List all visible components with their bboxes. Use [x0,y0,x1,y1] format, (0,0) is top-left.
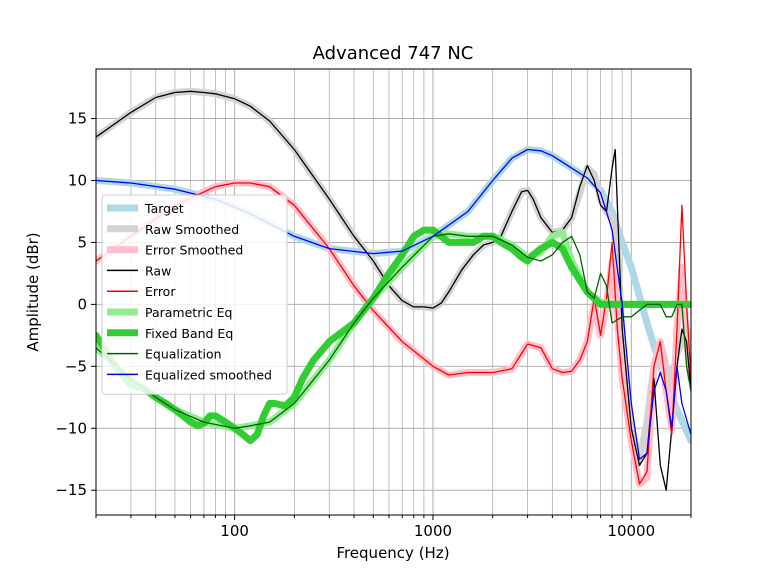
series-line-equalized-smoothed [96,148,691,460]
y-tick-label: −15 [55,481,87,499]
legend: Target Raw Smoothed Error Smoothed Raw Error… [101,194,288,395]
legend-label-equalized-smoothed: Equalized smoothed [145,367,272,382]
legend-label-error: Error [145,284,176,299]
legend-label-equalization: Equalization [145,347,222,362]
y-tick-label: −5 [65,357,87,375]
y-tick-label: 0 [77,295,87,313]
y-tick-label: 5 [77,233,87,251]
legend-label-fixed-band-eq: Fixed Band Eq [145,326,233,341]
legend-label-raw: Raw [145,263,171,278]
y-axis-label: Amplitude (dBr) [24,232,42,351]
x-tick-label: 100 [220,522,249,540]
legend-box [101,194,288,395]
plot-frame [95,68,692,516]
series-line-equalization [96,233,691,429]
x-axis-label: Frequency (Hz) [336,544,449,562]
series-line-raw [96,90,691,491]
x-tick-label: 1000 [414,522,452,540]
x-tick-label: 10000 [607,522,655,540]
y-tick-label: −10 [55,419,87,437]
legend-label-error-smoothed: Error Smoothed [145,243,243,258]
chart-title: Advanced 747 NC [313,43,474,64]
y-tick-label: 10 [68,172,87,190]
legend-label-target: Target [144,201,184,216]
y-tick-label: 15 [68,110,87,128]
legend-label-parametric-eq: Parametric Eq [145,305,233,320]
axis-ticks: 100 1000 10000 −15 −10 −5 0 5 10 15 [55,110,692,540]
legend-label-raw-smoothed: Raw Smoothed [145,222,239,237]
